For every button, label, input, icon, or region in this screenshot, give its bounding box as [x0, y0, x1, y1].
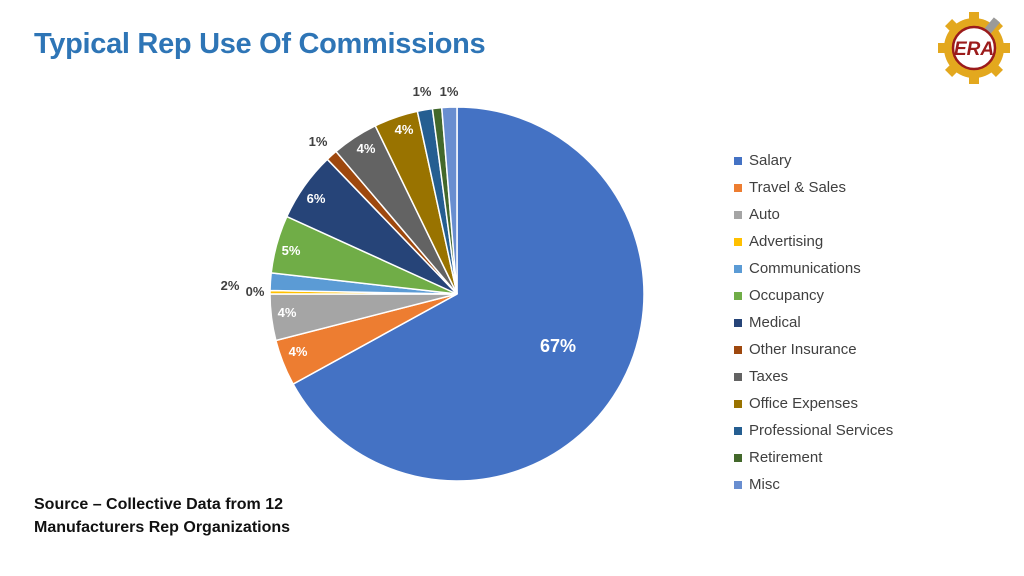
legend-label: Misc [749, 476, 780, 493]
logo: ERA [938, 12, 1010, 84]
legend-swatch [734, 399, 742, 408]
legend-swatch [734, 345, 742, 354]
legend-item-taxes: Taxes [734, 363, 893, 390]
data-label-taxes: 4% [357, 141, 376, 156]
legend-label: Advertising [749, 233, 824, 250]
legend-item-office-expenses: Office Expenses [734, 390, 893, 417]
legend-label: Office Expenses [749, 395, 858, 412]
legend-swatch [734, 372, 742, 381]
legend-label: Taxes [749, 368, 789, 385]
legend-swatch [734, 210, 742, 219]
data-label-advertising: 0% [246, 284, 265, 299]
legend-item-medical: Medical [734, 309, 893, 336]
legend-swatch [734, 480, 742, 489]
data-label-travel-sales: 4% [289, 344, 308, 359]
legend-swatch [734, 426, 742, 435]
legend-item-communications: Communications [734, 255, 893, 282]
legend-item-professional-services: Professional Services [734, 417, 893, 444]
legend-label: Occupancy [749, 287, 825, 304]
page-title: Typical Rep Use Of Commissions [34, 28, 486, 60]
gear-wrench-logo-icon: ERA [938, 12, 1010, 84]
data-label-medical: 6% [307, 191, 326, 206]
legend-swatch [734, 156, 742, 165]
legend-item-occupancy: Occupancy [734, 282, 893, 309]
pie-slice-salary [292, 106, 645, 482]
legend-label: Medical [749, 314, 801, 331]
data-label-occupancy: 5% [282, 243, 301, 258]
data-label-salary: 67% [540, 336, 576, 356]
legend-item-travel-sales: Travel & Sales [734, 174, 893, 201]
pie-chart: 67%4%4%0%2%5%6%1%4%4%1%1%1% [221, 84, 645, 482]
chart-legend: Salary Travel & Sales Auto Advertising Commu… [734, 147, 893, 498]
legend-item-advertising: Advertising [734, 228, 893, 255]
data-label-professional-services: 1% [413, 84, 432, 99]
data-label-misc: 1% [440, 84, 459, 99]
data-label-communications: 2% [221, 278, 240, 293]
legend-swatch [734, 183, 742, 192]
legend-item-misc: Misc [734, 471, 893, 498]
svg-text:ERA: ERA [954, 39, 994, 60]
legend-item-retirement: Retirement [734, 444, 893, 471]
data-label-office-expenses: 4% [395, 122, 414, 137]
legend-item-salary: Salary [734, 147, 893, 174]
source-note: Source – Collective Data from 12 Manufac… [34, 496, 291, 536]
legend-label: Retirement [749, 449, 823, 466]
pie-slice-misc [440, 106, 458, 295]
legend-swatch [734, 318, 742, 327]
legend-label: Professional Services [749, 422, 894, 439]
legend-swatch [734, 264, 742, 273]
legend-item-auto: Auto [734, 201, 893, 228]
legend-label: Communications [749, 260, 861, 277]
legend-swatch [734, 453, 742, 462]
legend-label: Salary [749, 152, 792, 169]
legend-label: Travel & Sales [749, 179, 846, 196]
data-label-auto: 4% [278, 305, 297, 320]
legend-swatch [734, 291, 742, 300]
data-label-other-insurance: 1% [309, 134, 328, 149]
legend-label: Auto [749, 206, 780, 223]
legend-item-other-insurance: Other Insurance [734, 336, 893, 363]
legend-label: Other Insurance [749, 341, 857, 358]
legend-swatch [734, 237, 742, 246]
